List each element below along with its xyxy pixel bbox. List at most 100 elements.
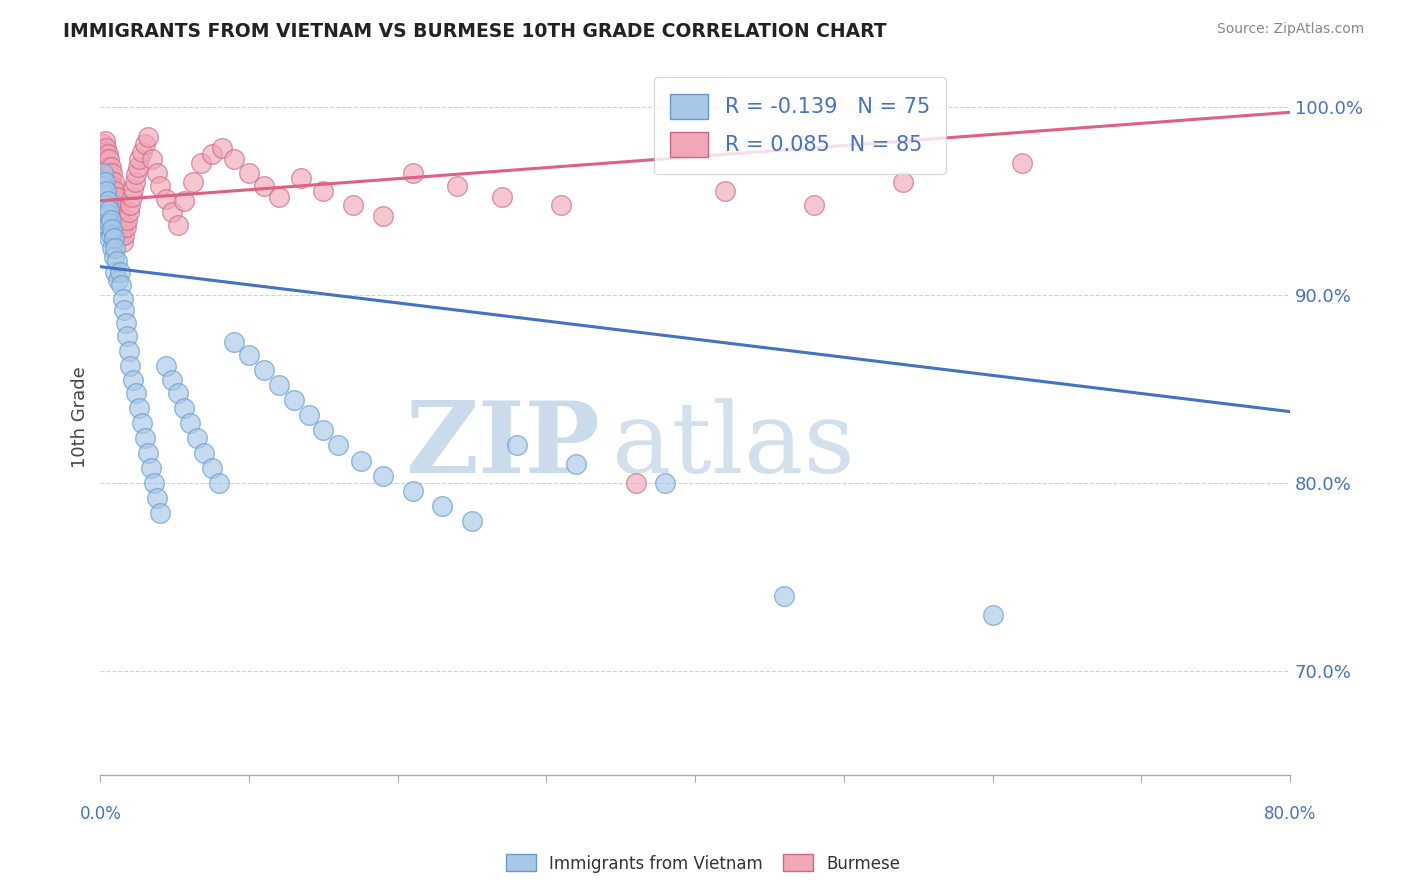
Point xyxy=(328,438,350,452)
Point xyxy=(173,401,195,415)
Point xyxy=(104,241,127,255)
Point xyxy=(108,224,131,238)
Point xyxy=(96,165,118,179)
Point xyxy=(96,141,118,155)
Point xyxy=(312,185,335,199)
Point xyxy=(100,185,122,199)
Point xyxy=(446,178,468,193)
Point xyxy=(104,265,127,279)
Point xyxy=(91,160,114,174)
Point xyxy=(297,409,319,423)
Point xyxy=(103,190,125,204)
Point xyxy=(127,160,149,174)
Point xyxy=(91,146,114,161)
Point xyxy=(94,134,117,148)
Point xyxy=(98,203,121,218)
Point xyxy=(98,216,121,230)
Point xyxy=(94,156,117,170)
Point xyxy=(94,168,117,182)
Point xyxy=(103,175,125,189)
Legend: Immigrants from Vietnam, Burmese: Immigrants from Vietnam, Burmese xyxy=(499,847,907,880)
Point xyxy=(91,171,114,186)
Point xyxy=(111,292,134,306)
Point xyxy=(181,175,204,189)
Point xyxy=(100,212,122,227)
Point xyxy=(149,178,172,193)
Point xyxy=(97,160,120,174)
Point xyxy=(290,171,312,186)
Point xyxy=(105,190,128,204)
Point xyxy=(624,476,647,491)
Y-axis label: 10th Grade: 10th Grade xyxy=(72,367,89,468)
Point xyxy=(108,265,131,279)
Point xyxy=(104,185,127,199)
Point xyxy=(103,231,125,245)
Point xyxy=(98,153,121,167)
Point xyxy=(91,178,114,193)
Point xyxy=(91,165,114,179)
Point xyxy=(114,220,136,235)
Point xyxy=(349,453,371,467)
Point xyxy=(112,227,135,242)
Point xyxy=(101,178,124,193)
Point xyxy=(110,227,132,242)
Point xyxy=(190,156,212,170)
Point xyxy=(267,378,290,392)
Text: Source: ZipAtlas.com: Source: ZipAtlas.com xyxy=(1216,22,1364,37)
Point xyxy=(142,476,165,491)
Point xyxy=(120,359,142,374)
Point xyxy=(91,190,114,204)
Point xyxy=(253,178,276,193)
Point xyxy=(98,231,121,245)
Point xyxy=(461,514,484,528)
Point xyxy=(98,178,121,193)
Point xyxy=(105,254,128,268)
Point xyxy=(90,160,112,174)
Point xyxy=(401,165,423,179)
Point xyxy=(124,175,146,189)
Point xyxy=(96,185,118,199)
Point xyxy=(139,461,162,475)
Point xyxy=(117,205,139,219)
Point xyxy=(90,175,112,189)
Point xyxy=(125,168,148,182)
Point xyxy=(96,197,118,211)
Text: 80.0%: 80.0% xyxy=(1264,805,1316,823)
Point xyxy=(90,146,112,161)
Point xyxy=(224,334,246,349)
Point xyxy=(97,185,120,199)
Point xyxy=(550,197,572,211)
Point xyxy=(179,416,201,430)
Point xyxy=(283,393,305,408)
Point xyxy=(654,476,676,491)
Text: IMMIGRANTS FROM VIETNAM VS BURMESE 10TH GRADE CORRELATION CHART: IMMIGRANTS FROM VIETNAM VS BURMESE 10TH … xyxy=(63,22,887,41)
Point xyxy=(94,188,117,202)
Point xyxy=(91,137,114,152)
Point xyxy=(136,446,159,460)
Point xyxy=(115,212,138,227)
Point xyxy=(97,220,120,235)
Point xyxy=(155,359,177,374)
Point xyxy=(125,385,148,400)
Point xyxy=(371,468,394,483)
Point xyxy=(90,175,112,189)
Point xyxy=(1011,156,1033,170)
Point xyxy=(100,227,122,242)
Point xyxy=(893,175,915,189)
Point xyxy=(166,385,188,400)
Point xyxy=(714,185,737,199)
Point xyxy=(98,165,121,179)
Point xyxy=(186,431,208,445)
Point xyxy=(110,212,132,227)
Point xyxy=(90,185,112,199)
Point xyxy=(120,197,142,211)
Point xyxy=(267,190,290,204)
Point xyxy=(128,401,150,415)
Point xyxy=(238,348,260,362)
Point xyxy=(803,197,825,211)
Point xyxy=(111,220,134,235)
Point xyxy=(312,424,335,438)
Legend: R = -0.139   N = 75, R = 0.085   N = 85: R = -0.139 N = 75, R = 0.085 N = 85 xyxy=(654,78,946,174)
Point xyxy=(173,194,195,208)
Point xyxy=(101,222,124,236)
